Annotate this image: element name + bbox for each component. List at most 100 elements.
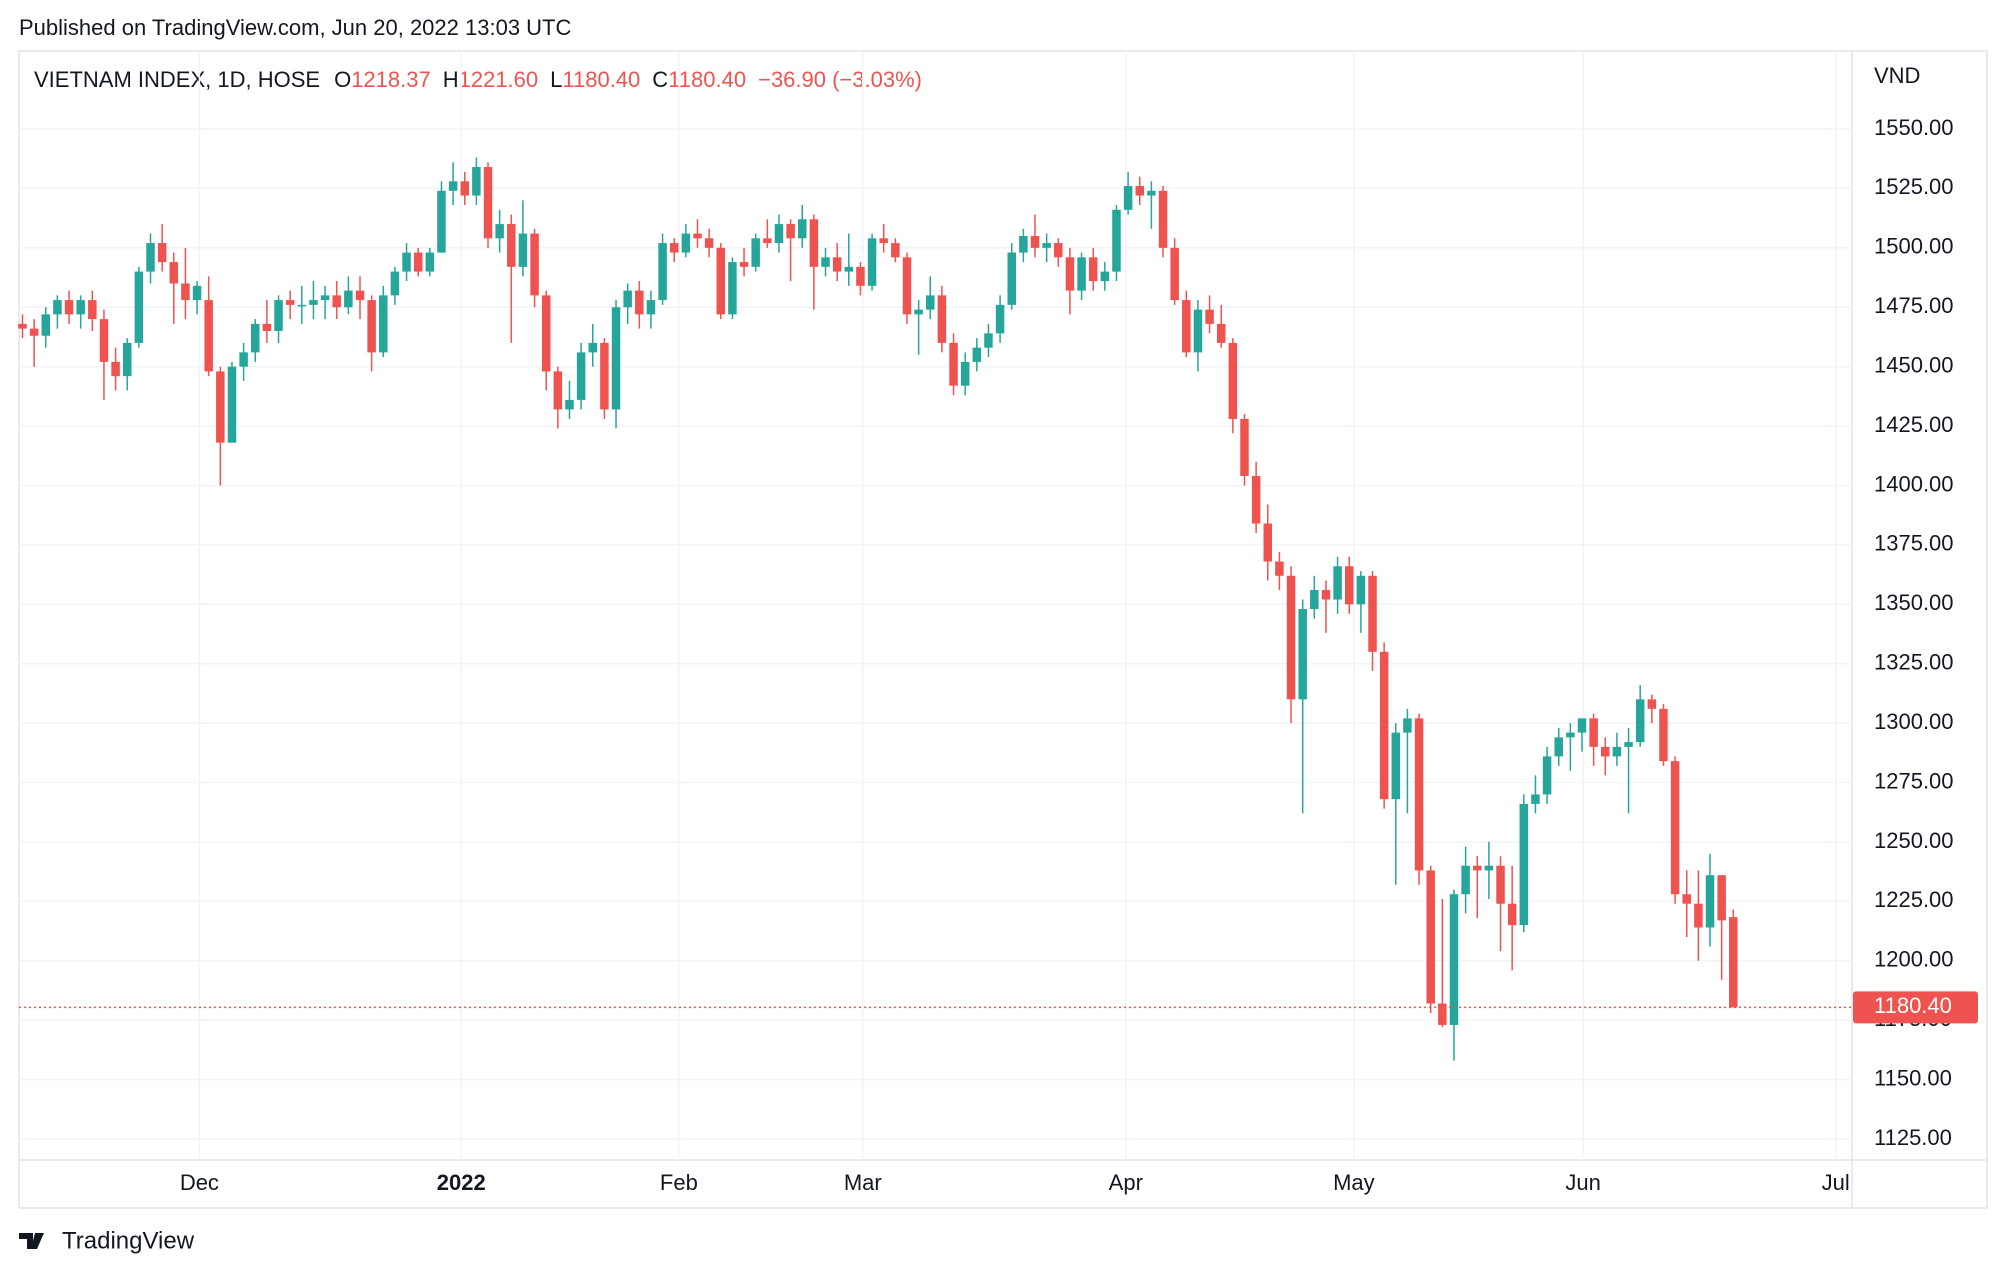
candle-body [646,300,656,315]
candle-body [1147,190,1156,196]
candle-body [1379,651,1389,800]
candle-body [1507,903,1517,926]
candle-body [1461,865,1470,895]
candle-body [309,300,318,305]
y-tick-label: 1500.00 [1874,234,1954,259]
candle-body [576,352,586,400]
candle-body [1426,870,1435,1004]
candle-body [1112,209,1121,272]
candle-body [274,300,283,331]
candle-body [1554,737,1563,757]
candle-body [949,342,958,386]
candle-body [914,309,923,315]
candle-body [739,262,749,267]
candle-body [1670,761,1680,895]
candle-body [460,181,469,196]
candle-body [1612,746,1622,757]
y-unit: VND [1874,63,1920,88]
candle-body [1729,917,1738,1008]
candle-body [1694,903,1703,928]
candle-body [565,399,574,410]
candle-body [809,219,819,267]
candle-body [1647,699,1657,709]
candle-body [1601,746,1610,757]
candle-body [146,243,155,272]
candle-body [390,271,400,296]
y-tick-label: 1275.00 [1874,768,1954,793]
candle-body [844,266,854,272]
y-tick-label: 1425.00 [1874,412,1954,437]
candle-body [1042,243,1051,248]
y-tick-label: 1350.00 [1874,590,1954,615]
candle-body [635,290,644,315]
candle-body [495,224,504,239]
legend-text: VIETNAM INDEX, 1D, HOSE O1218.37 H1221.60 L… [34,67,922,92]
candle-body [1310,590,1319,610]
candle-body [157,243,167,263]
candle-body [891,243,900,258]
candle-body [856,266,865,286]
candle-body [728,262,737,315]
candle-body [518,233,528,267]
candle-body [344,290,353,308]
candle-body [1298,609,1307,700]
candle-body [472,167,481,196]
candle-body [1100,271,1110,282]
last-price-label: 1180.40 [1874,993,1952,1018]
candle-body [1624,742,1633,747]
candle-body [448,181,458,191]
candle-body [1682,894,1691,904]
candle-body [553,371,563,410]
candle-body [1123,186,1133,210]
candle-body [774,224,784,244]
candle-body [995,304,1005,334]
candle-body [29,328,39,336]
legend-key: L [550,67,562,92]
candle-body [227,366,237,443]
candle-body [1170,247,1179,301]
candle-body [588,342,598,353]
legend-value: 1221.60 [459,67,539,92]
legend: VIETNAM INDEX, 1D, HOSE O1218.37 H1221.60 L… [34,67,922,92]
candle-body [437,190,446,253]
candle-body [379,295,388,353]
candle-body [88,300,97,320]
candle-body [367,300,376,353]
candle-body [1275,561,1284,576]
candle-body [320,295,330,301]
candle-body [821,257,830,267]
candle-body [879,238,888,244]
y-tick-label: 1225.00 [1874,887,1954,912]
candle-body [1193,309,1203,353]
candle-body [902,257,912,315]
candle-body [600,342,609,410]
candle-body [1391,732,1401,800]
candle-body [76,300,85,315]
y-tick-label: 1475.00 [1874,293,1954,318]
candle-body [1065,257,1075,291]
candle-body [425,252,435,272]
candle-body [1438,1003,1447,1025]
y-tick-label: 1400.00 [1874,471,1954,496]
x-tick-label: Jun [1565,1170,1600,1195]
axes: 1125.001150.001175.001200.001225.001250.… [180,115,1978,1195]
candle-body [1566,732,1575,738]
candle-body [832,257,842,272]
candle-body [53,300,62,315]
candle-body [926,295,935,310]
candle-body [658,243,667,301]
candles [18,157,1852,1061]
candle-body [716,247,726,315]
y-tick-label: 1450.00 [1874,352,1954,377]
candle-body [1030,235,1040,248]
candle-body [239,352,248,367]
candle-body [1182,300,1191,353]
y-tick-label: 1550.00 [1874,115,1954,140]
candle-body [669,243,679,253]
candle-body [1007,252,1016,305]
candle-body [972,347,982,362]
published-note: Published on TradingView.com, Jun 20, 20… [19,15,571,40]
legend-title: VIETNAM INDEX, 1D, HOSE [34,67,320,92]
